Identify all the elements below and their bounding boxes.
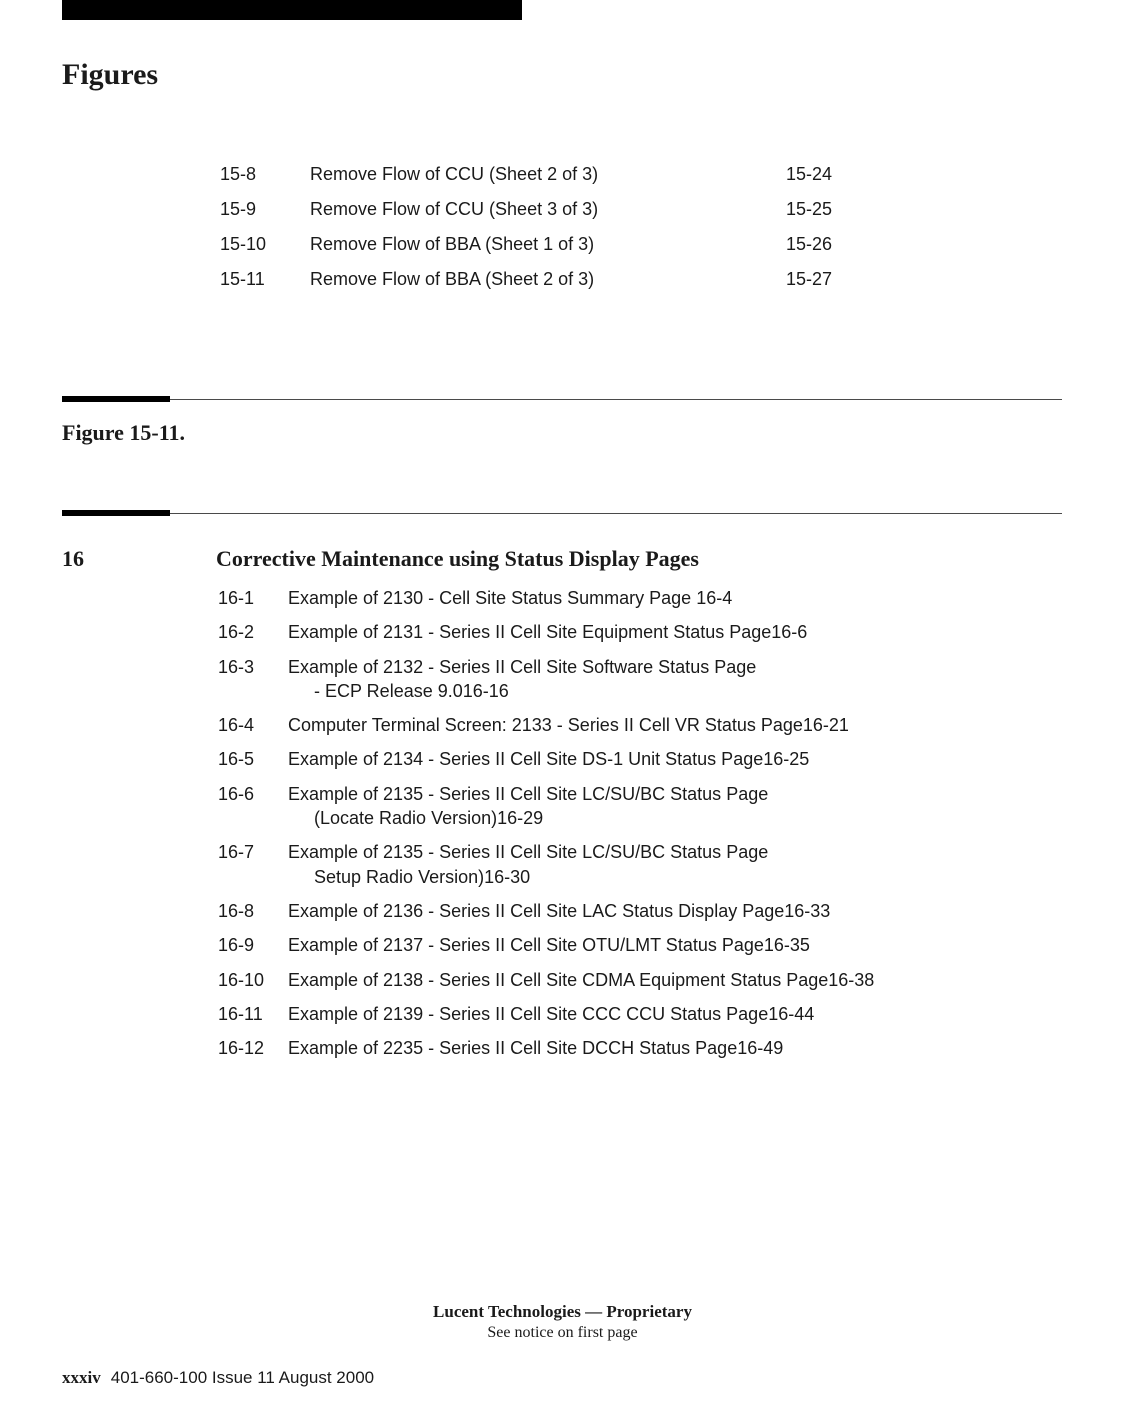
figure-number: 16-3 xyxy=(218,655,288,704)
figure-description: Example of 2132 - Series II Cell Site So… xyxy=(288,655,1085,704)
figure-description-continuation: (Locate Radio Version)16-29 xyxy=(288,806,1085,830)
toc-page-ref: 15-26 xyxy=(752,234,832,255)
figure-list-row: 16-2Example of 2131 - Series II Cell Sit… xyxy=(218,620,1085,644)
page-footer: Lucent Technologies — Proprietary See no… xyxy=(0,1302,1125,1342)
figure-number: 16-12 xyxy=(218,1036,288,1060)
figure-list-row: 16-4Computer Terminal Screen: 2133 - Ser… xyxy=(218,713,1085,737)
toc-label: Remove Flow of CCU (Sheet 2 of 3) xyxy=(310,164,724,185)
figure-number: 16-7 xyxy=(218,840,288,889)
page-folio: xxxiv 401-660-100 Issue 11 August 2000 xyxy=(62,1368,374,1388)
figure-description: Example of 2136 - Series II Cell Site LA… xyxy=(288,899,1085,923)
toc-page-ref: 15-24 xyxy=(752,164,832,185)
figure-list-row: 16-3Example of 2132 - Series II Cell Sit… xyxy=(218,655,1085,704)
toc-number: 15-11 xyxy=(220,269,282,290)
figure-description: Example of 2134 - Series II Cell Site DS… xyxy=(288,747,1085,771)
figure-list-row: 16-1Example of 2130 - Cell Site Status S… xyxy=(218,586,1085,610)
figure-number: 16-4 xyxy=(218,713,288,737)
figure-number: 16-8 xyxy=(218,899,288,923)
figure-description: Example of 2135 - Series II Cell Site LC… xyxy=(288,782,1085,831)
figure-description: Example of 2131 - Series II Cell Site Eq… xyxy=(288,620,1085,644)
toc-number: 15-9 xyxy=(220,199,282,220)
section-16-heading: 16 Corrective Maintenance using Status D… xyxy=(62,546,1085,572)
toc-number: 15-8 xyxy=(220,164,282,185)
figure-description-continuation: - ECP Release 9.016-16 xyxy=(288,679,1085,703)
toc-page-ref: 15-27 xyxy=(752,269,832,290)
toc-chapter-15-continued: 15-8 Remove Flow of CCU (Sheet 2 of 3) 15-… xyxy=(220,164,832,304)
toc-label: Remove Flow of BBA (Sheet 1 of 3) xyxy=(310,234,724,255)
page: Figures 15-8 Remove Flow of CCU (Sheet 2 … xyxy=(0,0,1125,1412)
toc-page-ref: 15-25 xyxy=(752,199,832,220)
figure-number: 16-5 xyxy=(218,747,288,771)
toc-row: 15-10 Remove Flow of BBA (Sheet 1 of 3) 15… xyxy=(220,234,832,255)
section-16-figure-list: 16-1Example of 2130 - Cell Site Status S… xyxy=(218,586,1085,1070)
figure-number: 16-10 xyxy=(218,968,288,992)
figure-list-row: 16-11Example of 2139 - Series II Cell Si… xyxy=(218,1002,1085,1026)
figure-number: 16-1 xyxy=(218,586,288,610)
figure-list-row: 16-10Example of 2138 - Series II Cell Si… xyxy=(218,968,1085,992)
toc-label: Remove Flow of BBA (Sheet 2 of 3) xyxy=(310,269,724,290)
toc-row: 15-8 Remove Flow of CCU (Sheet 2 of 3) 15-… xyxy=(220,164,832,185)
figure-15-11-heading: Figure 15-11. xyxy=(62,420,185,446)
figure-list-row: 16-9Example of 2137 - Series II Cell Sit… xyxy=(218,933,1085,957)
figure-description: Example of 2135 - Series II Cell Site LC… xyxy=(288,840,1085,889)
figure-list-row: 16-7Example of 2135 - Series II Cell Sit… xyxy=(218,840,1085,889)
separator-hairline xyxy=(170,399,1062,400)
separator-thick-stub xyxy=(62,510,170,516)
footer-notice: See notice on first page xyxy=(0,1324,1125,1342)
separator-hairline xyxy=(170,513,1062,514)
figure-number: 16-11 xyxy=(218,1002,288,1026)
heading-figures: Figures xyxy=(62,58,158,92)
toc-label: Remove Flow of CCU (Sheet 3 of 3) xyxy=(310,199,724,220)
toc-row: 15-9 Remove Flow of CCU (Sheet 3 of 3) 15-… xyxy=(220,199,832,220)
figure-list-row: 16-6Example of 2135 - Series II Cell Sit… xyxy=(218,782,1085,831)
figure-number: 16-6 xyxy=(218,782,288,831)
figure-list-row: 16-12Example of 2235 - Series II Cell Si… xyxy=(218,1036,1085,1060)
figure-description: Computer Terminal Screen: 2133 - Series … xyxy=(288,713,1085,737)
figure-description: Example of 2235 - Series II Cell Site DC… xyxy=(288,1036,1085,1060)
figure-list-row: 16-5Example of 2134 - Series II Cell Sit… xyxy=(218,747,1085,771)
figure-description-continuation: Setup Radio Version)16-30 xyxy=(288,865,1085,889)
figure-number: 16-9 xyxy=(218,933,288,957)
document-issue-date: 401-660-100 Issue 11 August 2000 xyxy=(111,1368,374,1387)
section-title: Corrective Maintenance using Status Disp… xyxy=(216,546,1085,572)
footer-proprietary: Lucent Technologies — Proprietary xyxy=(0,1302,1125,1322)
toc-number: 15-10 xyxy=(220,234,282,255)
separator-thick-stub xyxy=(62,396,170,402)
page-number: xxxiv xyxy=(62,1368,101,1387)
figure-number: 16-2 xyxy=(218,620,288,644)
figure-description: Example of 2139 - Series II Cell Site CC… xyxy=(288,1002,1085,1026)
toc-row: 15-11 Remove Flow of BBA (Sheet 2 of 3) 15… xyxy=(220,269,832,290)
header-black-bar xyxy=(62,0,522,20)
section-number: 16 xyxy=(62,546,202,572)
figure-description: Example of 2138 - Series II Cell Site CD… xyxy=(288,968,1085,992)
figure-description: Example of 2130 - Cell Site Status Summa… xyxy=(288,586,1085,610)
figure-description: Example of 2137 - Series II Cell Site OT… xyxy=(288,933,1085,957)
figure-list-row: 16-8Example of 2136 - Series II Cell Sit… xyxy=(218,899,1085,923)
